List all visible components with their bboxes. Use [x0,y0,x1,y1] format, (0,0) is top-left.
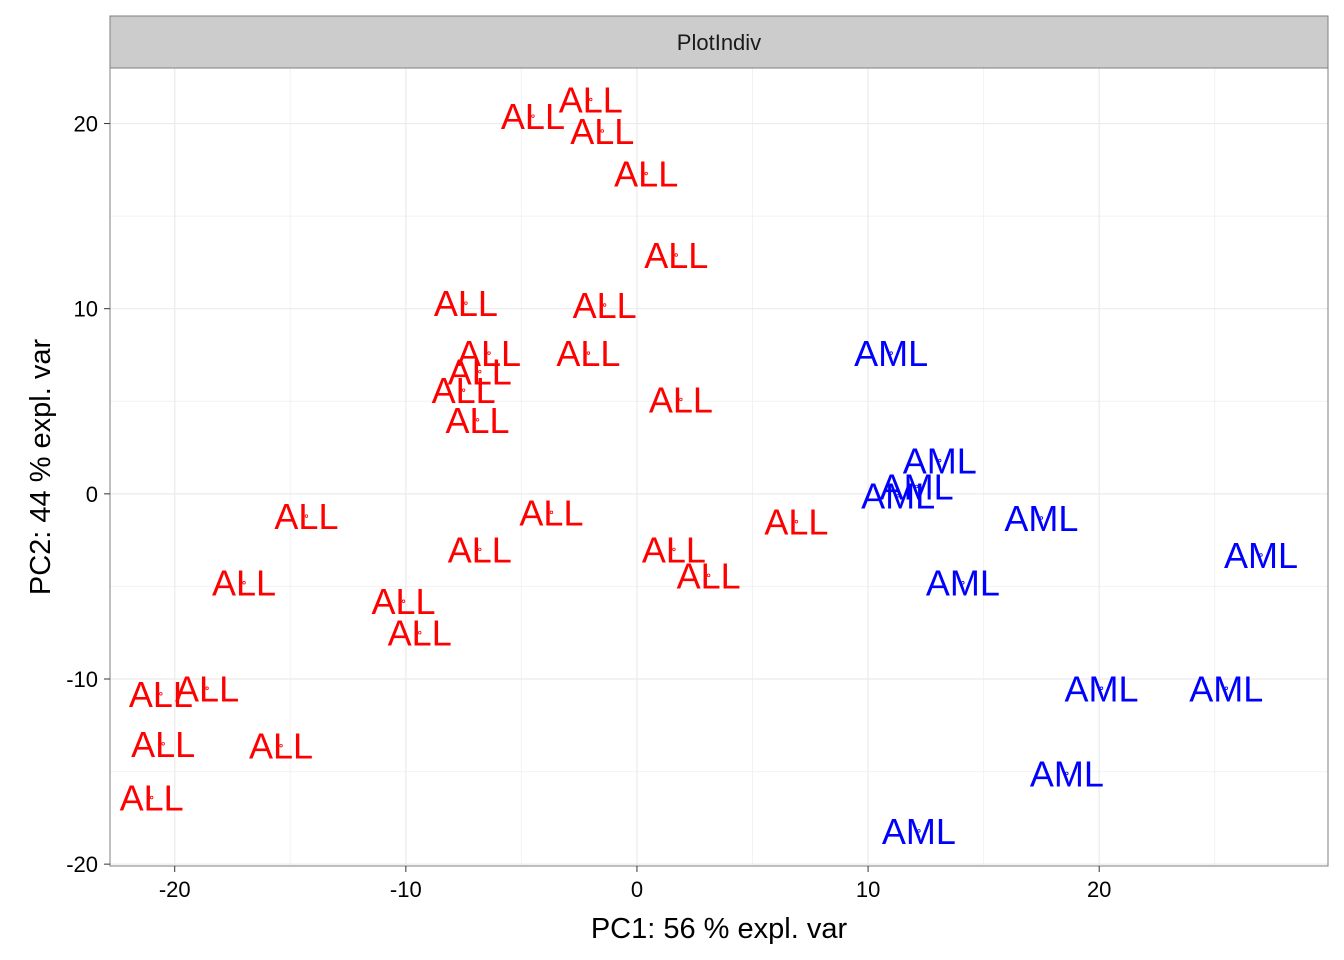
strip-background [109,15,1329,69]
y-tick-label: -20 [66,852,98,877]
point-label-aml: AML [903,441,977,482]
point-label-all: ALL [573,285,637,326]
point-label-aml: AML [1064,668,1138,709]
point-marker-all [679,397,683,402]
point-label-all: ALL [120,777,184,818]
point-label-all: ALL [677,555,741,596]
point-marker-all [159,692,163,696]
point-label-all: ALL [448,529,512,570]
point-label-all: ALL [434,283,498,324]
point-marker-all [674,253,678,257]
point-label-aml: AML [1030,753,1104,794]
point-marker-all [589,97,593,102]
point-marker-aml [961,581,965,585]
point-label-all: ALL [501,96,565,137]
point-marker-aml [1065,771,1069,776]
point-marker-all [161,742,165,746]
point-marker-aml [889,351,893,355]
point-marker-aml [1099,686,1104,690]
point-label-all: ALL [649,379,713,420]
y-tick-label: 20 [74,112,98,137]
point-marker-aml [914,484,919,489]
point-marker-aml [917,829,921,833]
point-label-all: ALL [249,726,313,767]
point-label-all: ALL [371,581,435,622]
point-marker-all [549,510,554,515]
point-label-all: ALL [131,724,195,765]
point-label-all: ALL [614,154,678,195]
major-gridlines [110,68,1328,866]
y-tick-label: -10 [66,667,98,692]
point-label-all: ALL [570,111,634,152]
plot-panel [110,68,1328,866]
x-tick-label: 10 [856,877,880,902]
x-tick-label: -10 [390,877,422,902]
minor-gridlines [110,68,1328,866]
point-label-all: ALL [175,668,239,709]
point-marker-aml [896,493,900,498]
x-tick-label: -20 [159,877,191,902]
point-marker-all [464,301,468,305]
point-marker-all [794,519,799,524]
point-label-aml: AML [880,466,954,507]
point-label-aml: AML [882,811,956,852]
point-marker-all [672,547,676,552]
point-label-aml: AML [1004,498,1078,539]
point-label-aml: AML [926,563,1000,604]
point-label-all: ALL [644,235,708,276]
point-marker-all [242,581,246,585]
point-marker-all [602,303,607,307]
point-marker-all [586,351,591,355]
point-label-all: ALL [559,79,623,120]
point-marker-all [644,171,648,176]
point-marker-all [205,686,209,690]
point-label-aml: AML [1224,535,1298,576]
point-marker-all [461,388,466,392]
point-label-all: ALL [457,333,521,374]
x-tick-label: 20 [1087,877,1111,902]
panel-border [109,67,1329,867]
point-label-all: ALL [445,400,509,441]
x-axis: -20 -10 0 10 20 [159,866,1111,902]
x-axis-title: PC1: 56 % expl. var [591,913,848,945]
point-label-all: ALL [448,352,512,393]
point-marker-all [304,514,309,518]
facet-label: PlotIndiv [677,30,761,55]
point-label-all: ALL [274,496,338,537]
point-marker-all [149,795,154,800]
point-marker-all [418,631,422,635]
point-marker-all [401,599,406,603]
x-tick-label: 0 [631,877,643,902]
point-marker-all [600,129,604,133]
point-marker-aml [1224,686,1229,690]
y-tick-label: 10 [74,297,98,322]
point-label-aml: AML [1189,668,1263,709]
point-marker-aml [1259,553,1263,557]
point-label-all: ALL [556,333,620,374]
point-label-all: ALL [129,674,193,715]
point-marker-all [531,114,535,118]
point-marker-aml [938,458,942,463]
point-label-all: ALL [642,529,706,570]
point-label-all: ALL [764,502,828,543]
point-label-all: ALL [519,492,583,533]
y-axis: -20 -10 0 10 20 [66,112,110,877]
point-marker-all [475,418,480,422]
point-label-all: ALL [432,370,496,411]
point-marker-all [478,547,482,552]
point-marker-all [279,743,283,748]
point-marker-all [706,573,711,578]
point-marker-all [487,351,491,355]
point-label-aml: AML [861,476,935,517]
y-tick-label: 0 [86,482,98,507]
y-axis-title: PC2: 44 % expl. var [25,339,57,596]
point-label-all: ALL [388,613,452,654]
point-marker-aml [1039,516,1044,520]
point-marker-all [478,369,482,374]
point-label-aml: AML [854,333,928,374]
point-label-all: ALL [212,563,276,604]
